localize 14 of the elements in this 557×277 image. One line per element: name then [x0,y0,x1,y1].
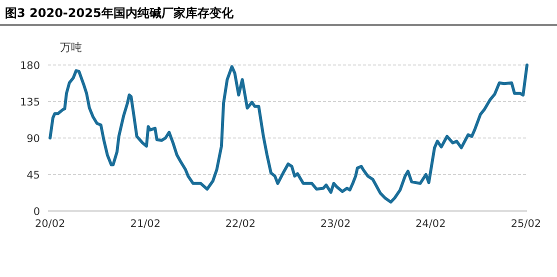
y-axis-title: 万吨 [60,41,82,54]
x-tick-label: 22/02 [225,218,256,230]
title: 图3 2020-2025年国内纯碱厂家库存变化 [5,6,234,20]
y-tick-label: 180 [20,60,40,72]
x-tick-label: 20/02 [34,218,66,230]
line-series [48,64,528,204]
x-tick-label: 24/02 [415,218,446,230]
y-tick-label: 45 [26,170,40,182]
x-tick-label: 25/02 [510,218,542,230]
x-tick-label: 23/02 [320,218,351,230]
x-tick-label: 21/02 [130,218,161,230]
y-tick-label: 135 [20,96,40,108]
y-tick-label: 0 [33,206,40,218]
y-tick-label: 90 [26,133,40,145]
